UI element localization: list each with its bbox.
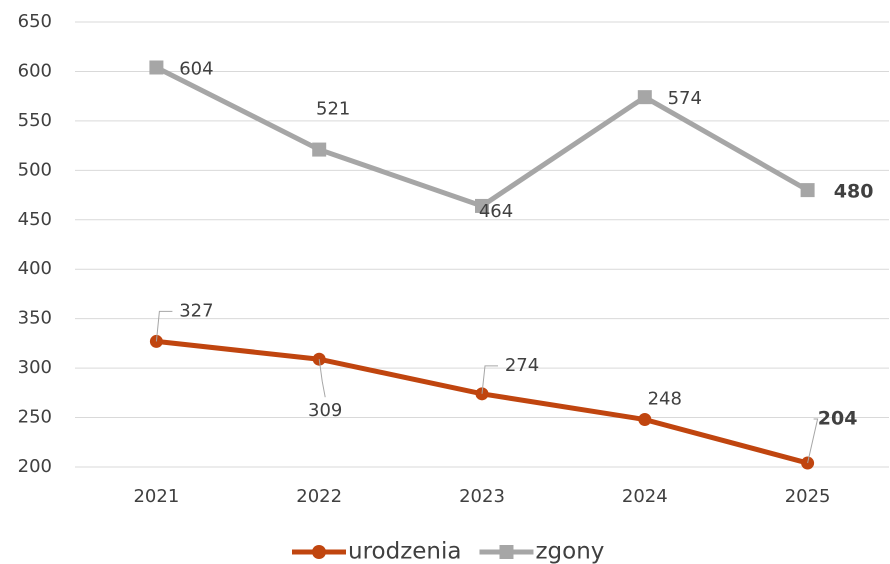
- data-label: 604: [179, 58, 213, 79]
- data-label: 464: [479, 201, 513, 222]
- y-tick-label: 550: [18, 110, 52, 131]
- y-tick-label: 500: [18, 159, 52, 180]
- data-label: 327: [179, 300, 213, 321]
- point: [800, 183, 815, 198]
- y-tick-label: 200: [18, 456, 52, 477]
- y-tick-label: 350: [18, 308, 52, 329]
- data-label: 204: [818, 408, 858, 430]
- data-label: 248: [648, 389, 682, 410]
- data-label: 274: [505, 355, 539, 376]
- y-tick-label: 250: [18, 407, 52, 428]
- point: [637, 90, 652, 105]
- leader-line: [807, 418, 819, 464]
- line-series: [155, 65, 809, 209]
- x-tick-label: 2021: [133, 486, 179, 507]
- data-label: 309: [308, 400, 342, 421]
- x-tick-label: 2023: [459, 486, 505, 507]
- leader-line: [481, 365, 498, 394]
- legend-label: zgony: [535, 539, 604, 564]
- line-series: [156, 338, 809, 466]
- leader-line: [155, 310, 173, 342]
- point: [312, 142, 327, 157]
- x-tick-label: 2022: [296, 486, 342, 507]
- point: [638, 413, 652, 427]
- data-label: 480: [834, 181, 874, 203]
- y-tick-label: 400: [18, 258, 52, 279]
- legend-label: urodzenia: [348, 539, 461, 564]
- x-tick-label: 2024: [622, 486, 668, 507]
- data-label: 574: [668, 88, 702, 109]
- legend-marker: [499, 545, 514, 559]
- data-label: 521: [316, 99, 350, 120]
- y-tick-label: 650: [18, 11, 52, 32]
- point: [149, 60, 164, 75]
- y-tick-label: 450: [18, 209, 52, 230]
- x-tick-label: 2025: [785, 486, 831, 507]
- y-tick-label: 600: [18, 60, 52, 81]
- legend-marker: [312, 545, 326, 559]
- y-tick-label: 300: [18, 357, 52, 378]
- leader-line: [318, 359, 326, 398]
- point: [475, 198, 489, 213]
